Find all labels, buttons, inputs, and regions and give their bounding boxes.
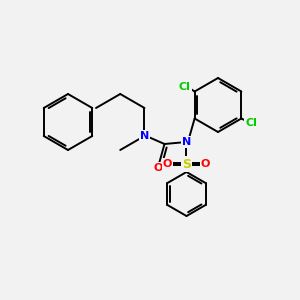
Text: N: N xyxy=(182,137,191,147)
Text: O: O xyxy=(201,159,210,169)
Text: Cl: Cl xyxy=(245,118,257,128)
Text: S: S xyxy=(182,158,191,170)
Text: N: N xyxy=(140,131,149,141)
Text: Cl: Cl xyxy=(179,82,190,92)
Text: O: O xyxy=(154,163,163,173)
Text: O: O xyxy=(163,159,172,169)
